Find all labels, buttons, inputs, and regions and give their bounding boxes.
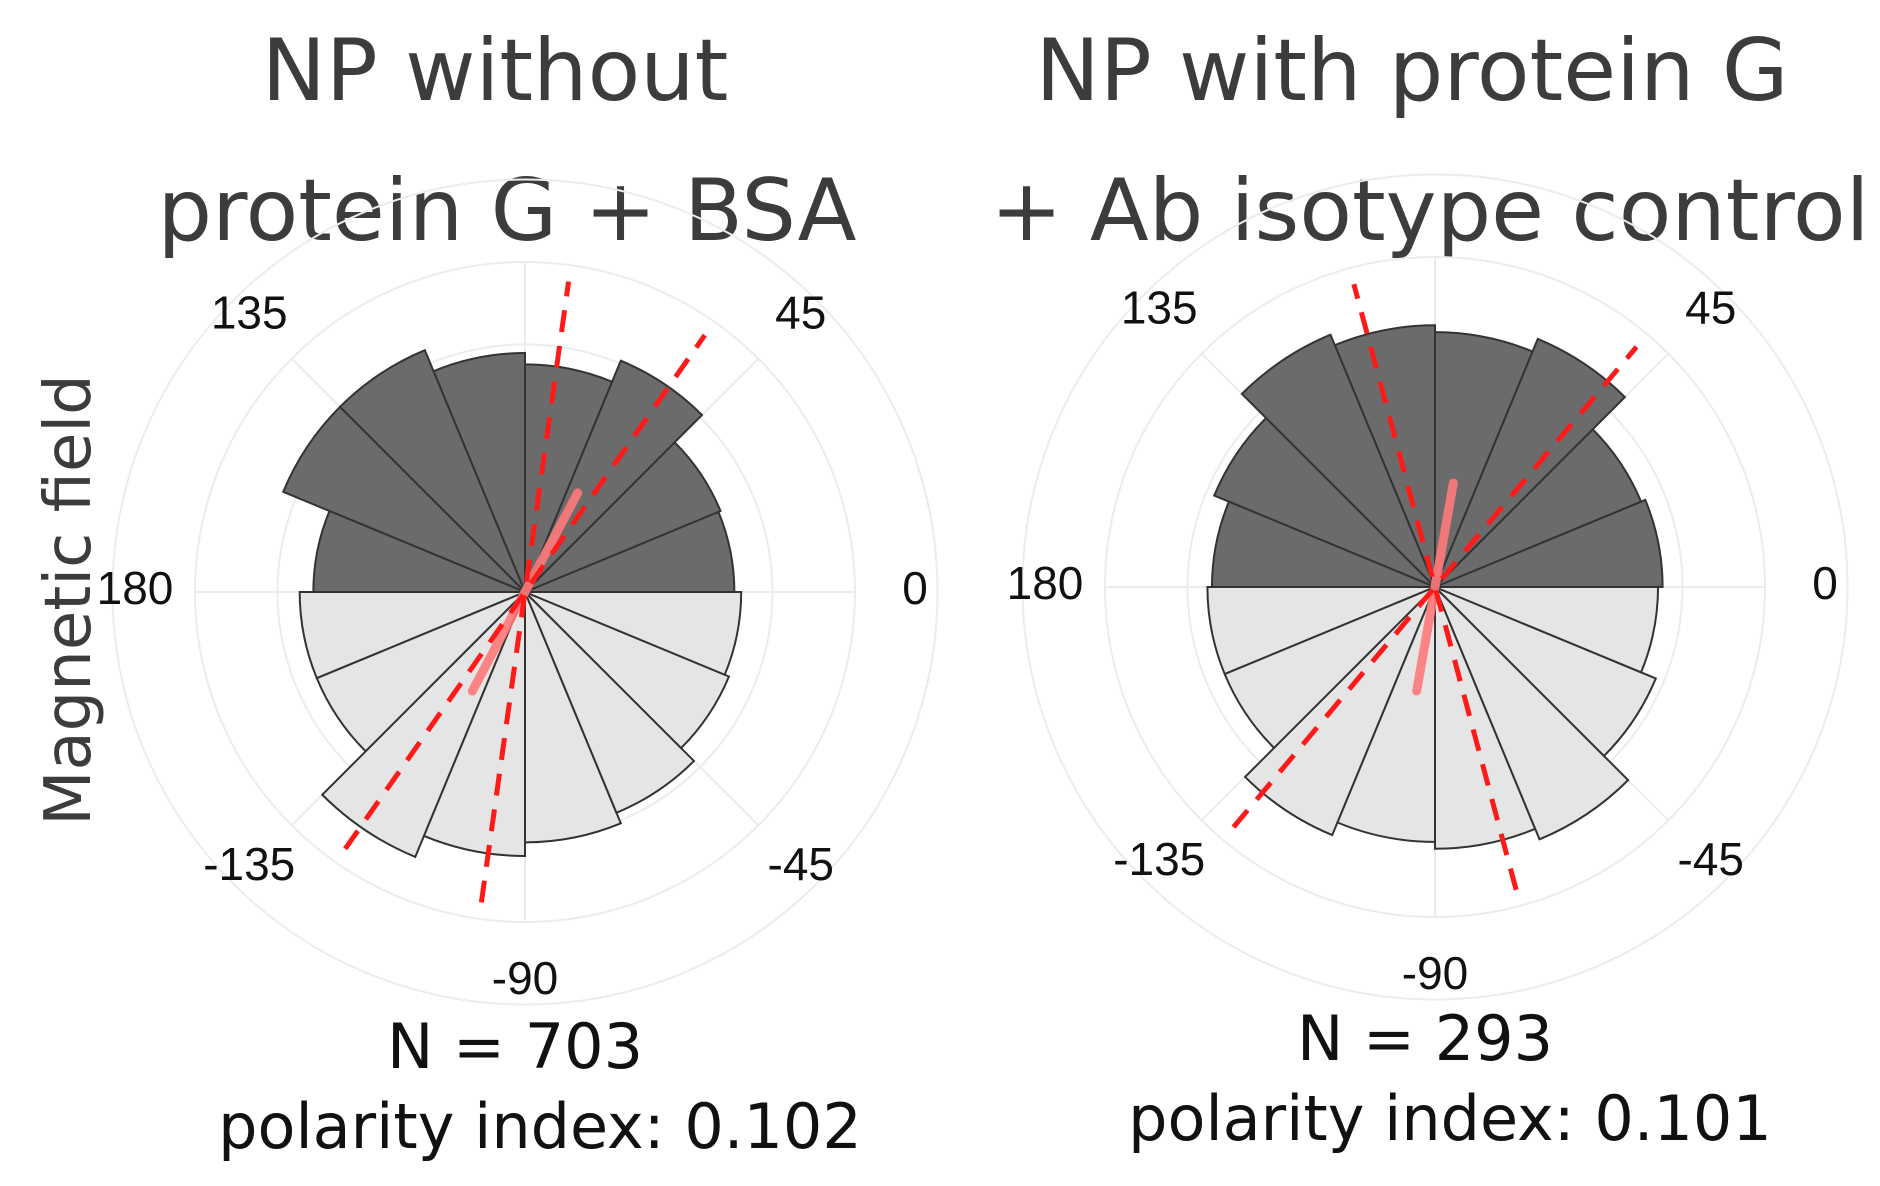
angle-tick-label: -135 xyxy=(203,838,295,890)
angle-tick-label: 45 xyxy=(775,286,826,338)
mean-vector-line xyxy=(1412,478,1458,696)
dashed-direction-line xyxy=(343,333,707,851)
histogram-bar xyxy=(1434,337,1627,588)
chart-2-title-line-2: + Ab isotype control xyxy=(990,161,1869,261)
dashed-direction-line xyxy=(1231,345,1639,829)
histogram-bar xyxy=(524,359,704,593)
histogram-bar xyxy=(422,591,526,858)
histogram-bar xyxy=(524,591,731,750)
angle-tick-label: 135 xyxy=(211,286,288,338)
chart-1-n-count: N = 703 xyxy=(387,1010,643,1083)
histogram-bar xyxy=(1240,333,1436,588)
chart-1-title-line-1: NP without xyxy=(262,21,729,121)
histogram-bar xyxy=(1434,586,1658,758)
angle-tick-label: -90 xyxy=(1402,947,1468,999)
chart-1-title-line-2: protein G + BSA xyxy=(158,161,857,261)
histogram-bar xyxy=(1434,586,1660,674)
angle-tick-label: 135 xyxy=(1121,281,1198,333)
histogram-bar xyxy=(281,405,526,593)
polar-plot-np-without-protein-g: 0 45 135 180 -135 -90 -45 xyxy=(97,178,939,1006)
histogram-bar xyxy=(1434,498,1664,588)
grid-circle xyxy=(111,178,939,1006)
chart-2-n-count: N = 293 xyxy=(1297,1002,1553,1075)
angle-tick-label: -135 xyxy=(1113,833,1205,885)
angle-tick-label: 180 xyxy=(97,562,174,614)
angle-tick-label: -45 xyxy=(768,838,834,890)
histogram-bar xyxy=(1243,586,1436,837)
chart-2-title-line-1: NP with protein G xyxy=(1035,21,1788,121)
chart-2-polarity-index: polarity index: 0.101 xyxy=(1128,1082,1772,1155)
histogram-bar xyxy=(320,591,526,859)
angle-tick-label: 45 xyxy=(1685,281,1736,333)
angle-tick-label: -90 xyxy=(492,952,558,1004)
histogram-bar xyxy=(524,591,623,844)
angle-tick-label: 0 xyxy=(902,562,928,614)
grid-circle xyxy=(1021,173,1849,1001)
histogram-bar xyxy=(1212,416,1436,588)
angle-tick-label: 0 xyxy=(1812,557,1838,609)
histogram-bar xyxy=(1434,586,1630,841)
histogram-bar xyxy=(524,591,696,815)
y-axis-label: Magnetic field xyxy=(32,374,106,826)
angle-tick-label: 180 xyxy=(1007,557,1084,609)
chart-1-polarity-index: polarity index: 0.102 xyxy=(218,1090,862,1163)
dashed-direction-line xyxy=(478,281,572,903)
mean-vector-line xyxy=(467,488,583,696)
histogram-bar xyxy=(524,591,743,677)
polar-plot-np-with-protein-g: 0 45 135 180 -135 -90 -45 xyxy=(1007,173,1849,1001)
angle-tick-label: -45 xyxy=(1678,833,1744,885)
dashed-direction-line xyxy=(1351,283,1519,891)
